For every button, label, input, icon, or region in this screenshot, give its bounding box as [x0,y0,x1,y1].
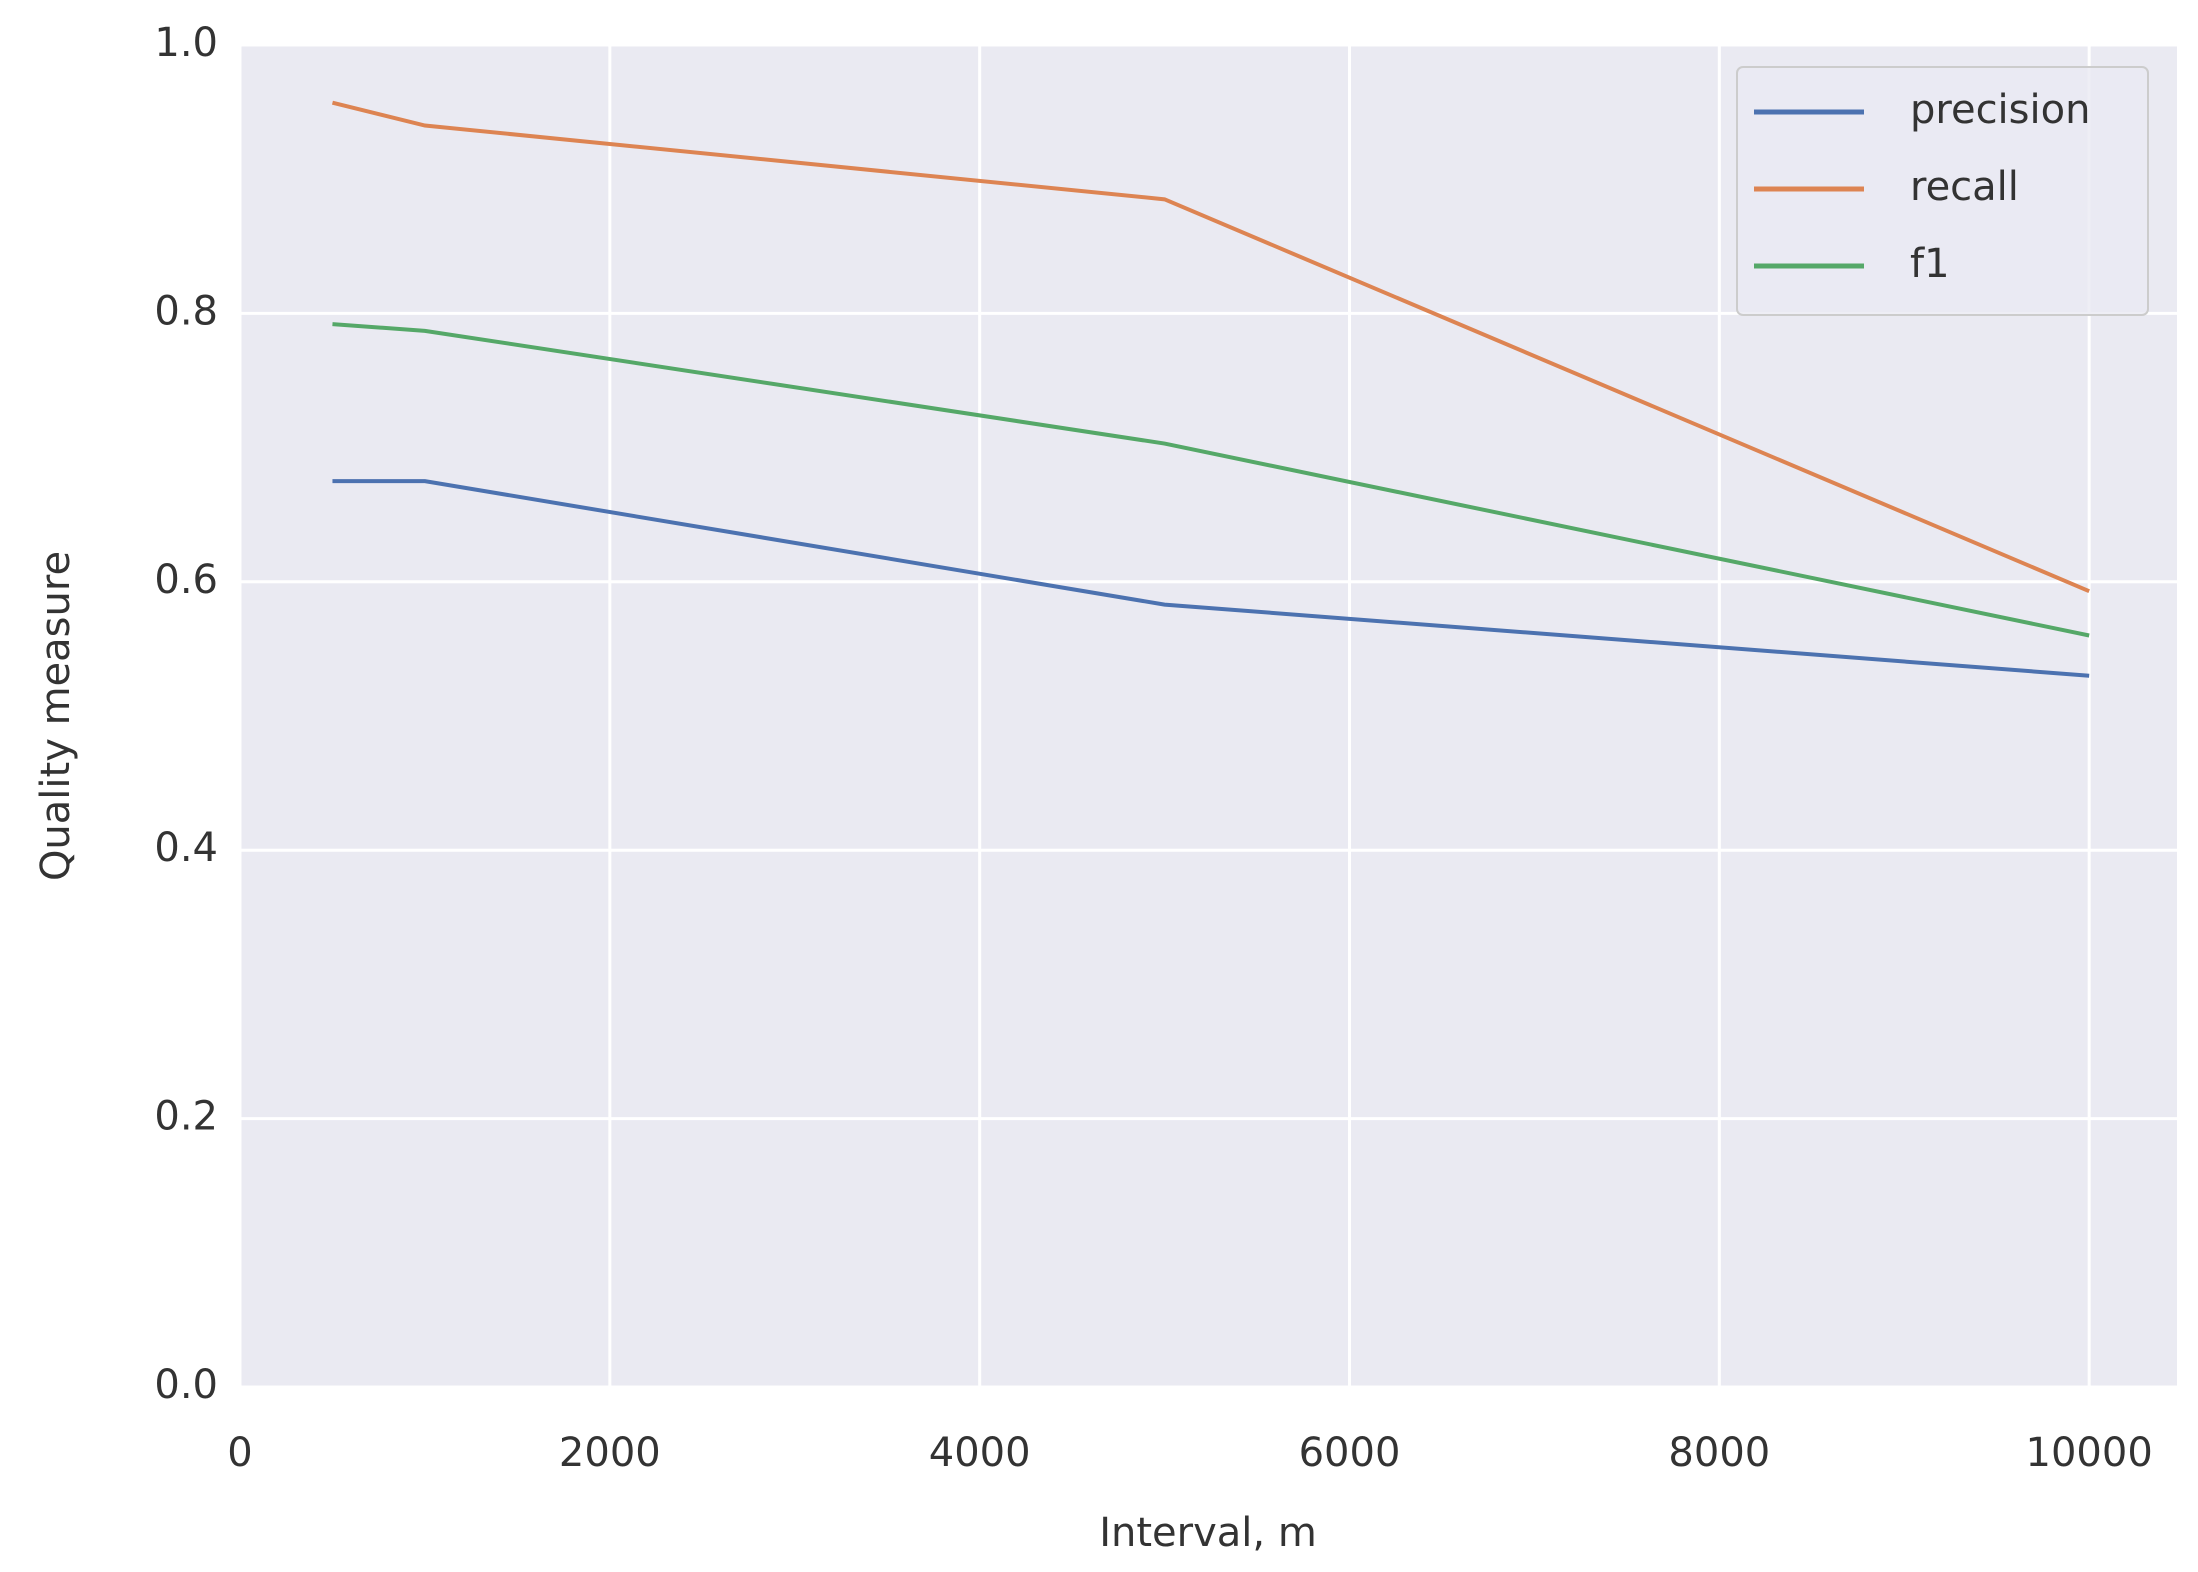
y-tick-label: 0.4 [154,825,218,871]
line-series [332,322,2090,638]
y-tick-label: 0.6 [154,557,218,603]
line-series [331,100,2090,594]
x-tick-label: 4000 [929,1430,1031,1476]
y-tick-label: 0.0 [154,1362,218,1408]
x-tick-label: 0 [227,1430,252,1476]
legend-label: recall [1910,164,2019,210]
y-tick-label: 0.8 [154,288,218,334]
x-tick-label: 10000 [2026,1430,2153,1476]
x-tick-label: 6000 [1299,1430,1401,1476]
x-tick-label: 2000 [559,1430,661,1476]
x-axis-label: Interval, m [1099,1510,1317,1556]
line-series [332,479,2090,678]
y-axis-label: Quality measure [33,551,79,881]
legend-box [1736,66,2149,316]
legend-label: f1 [1910,241,1950,287]
legend-label: precision [1910,87,2090,133]
x-tick-label: 8000 [1668,1430,1770,1476]
y-tick-label: 0.2 [154,1094,218,1140]
y-tick-label: 1.0 [154,20,218,66]
